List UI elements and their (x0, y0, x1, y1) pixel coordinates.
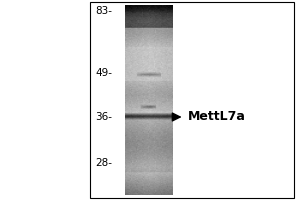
Text: 28-: 28- (95, 158, 112, 168)
Bar (90, 2, 294, 198)
Text: MettL7a: MettL7a (188, 110, 245, 123)
Text: 49-: 49- (95, 68, 112, 78)
Text: 83-: 83- (95, 6, 112, 16)
Text: 36-: 36- (95, 112, 112, 122)
